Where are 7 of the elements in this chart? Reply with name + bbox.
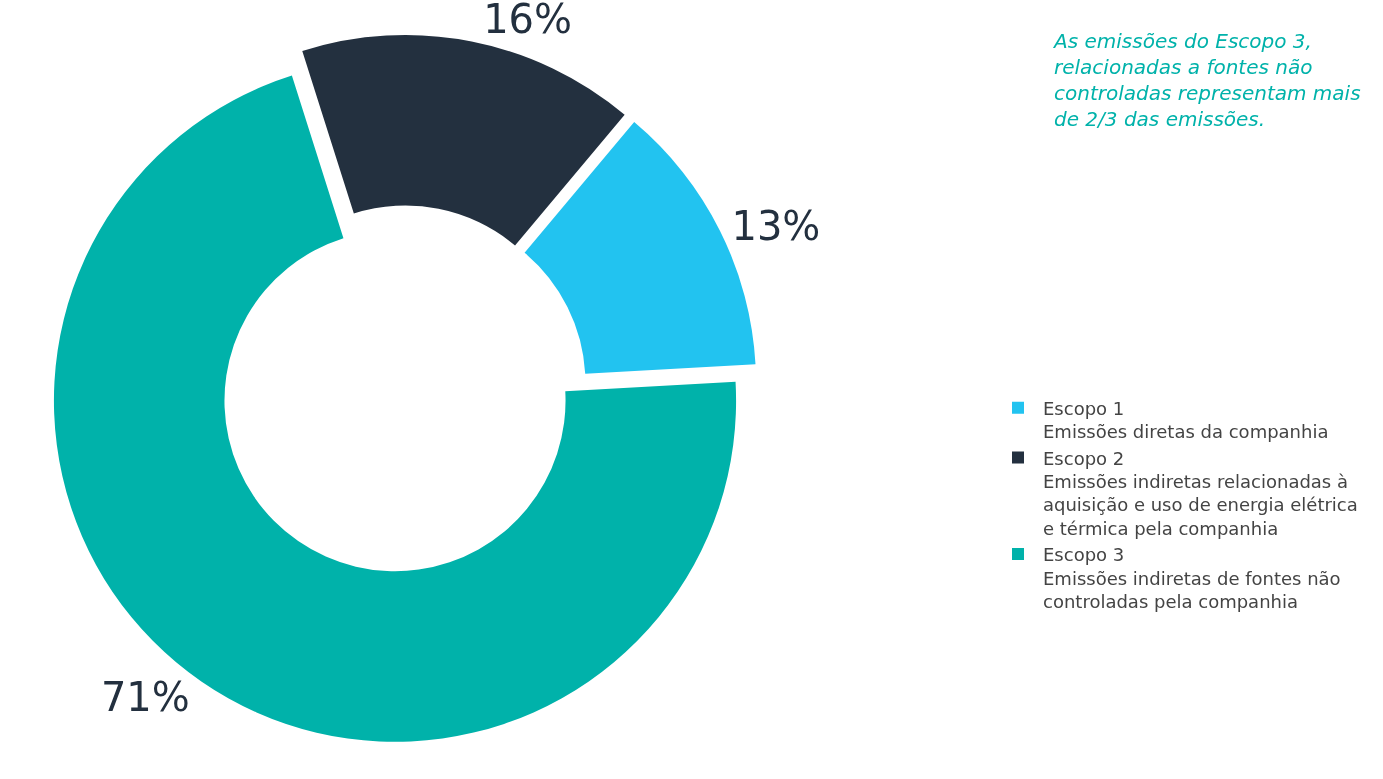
data-label: 13%	[731, 203, 821, 250]
data-label: 16%	[483, 0, 573, 43]
legend-label: Escopo 2 Emissões indiretas relacionadas à aquisição e uso de energia elétrica e térmica pela companhia	[1043, 447, 1358, 539]
text: As emissões do Escopo 3, relacionadas a fontes não controladas representam mais de 2/3 das emissões.	[1052, 29, 1361, 131]
data-label: 71%	[100, 674, 190, 721]
legend-label: Escopo 1 Emissões diretas da companhia	[1043, 397, 1329, 443]
legend-label: Escopo 3 Emissões indiretas de fontes não controladas pela companhia	[1043, 544, 1341, 612]
